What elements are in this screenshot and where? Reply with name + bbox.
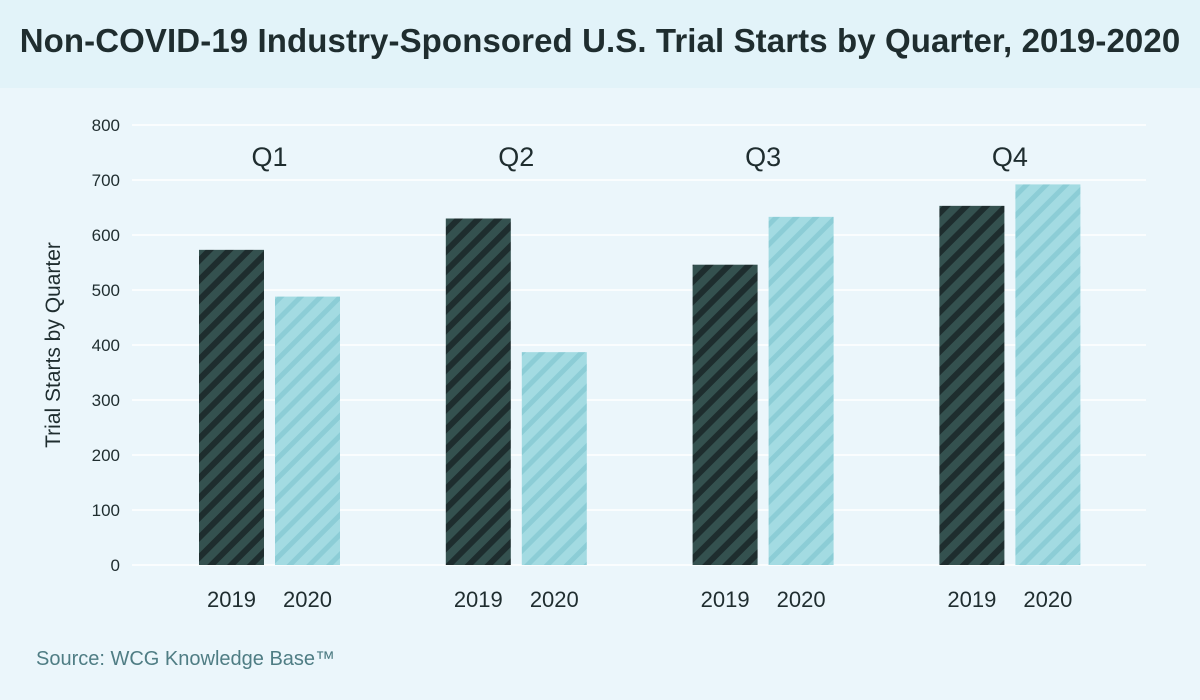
- title-band: [0, 0, 1200, 88]
- quarter-label: Q3: [745, 142, 781, 172]
- x-tick-label: 2019: [701, 587, 750, 612]
- y-tick-label: 200: [92, 446, 120, 465]
- y-tick-label: 500: [92, 281, 120, 300]
- bar-q3-2019: [692, 264, 758, 565]
- x-tick-label: 2019: [947, 587, 996, 612]
- quarter-labels: Q1 Q2 Q3 Q4: [251, 142, 1027, 172]
- x-tick-label: 2020: [777, 587, 826, 612]
- x-tick-label: 2020: [283, 587, 332, 612]
- y-tick-label: 300: [92, 391, 120, 410]
- chart-title: Non-COVID-19 Industry-Sponsored U.S. Tri…: [19, 22, 1181, 59]
- y-tick-label: 100: [92, 501, 120, 520]
- bar-q2-2019: [445, 218, 511, 565]
- x-axis-ticks: 2019 2020 2019 2020 2019 2020 2019 2020: [207, 587, 1072, 612]
- y-tick-label: 800: [92, 116, 120, 135]
- quarter-label: Q2: [498, 142, 534, 172]
- bar-q1-2020: [275, 296, 340, 565]
- bar-q2-2020: [521, 352, 587, 565]
- y-tick-label: 700: [92, 171, 120, 190]
- y-tick-label: 600: [92, 226, 120, 245]
- y-tick-label: 0: [111, 556, 120, 575]
- source-note: Source: WCG Knowledge Base™: [36, 648, 336, 670]
- x-tick-label: 2019: [454, 587, 503, 612]
- y-tick-label: 400: [92, 336, 120, 355]
- bar-q1-2019: [199, 249, 264, 565]
- x-tick-label: 2019: [207, 587, 256, 612]
- bar-q4-2019: [939, 205, 1005, 565]
- quarter-label: Q4: [992, 142, 1028, 172]
- bar-q3-2020: [768, 216, 834, 565]
- y-axis-label: Trial Starts by Quarter: [42, 242, 65, 448]
- x-tick-label: 2020: [1023, 587, 1072, 612]
- quarter-label: Q1: [251, 142, 287, 172]
- y-axis-ticks: 0 100 200 300 400 500 600 700 800: [92, 116, 120, 575]
- bars: [199, 184, 1081, 565]
- bar-q4-2020: [1015, 184, 1081, 565]
- x-tick-label: 2020: [530, 587, 579, 612]
